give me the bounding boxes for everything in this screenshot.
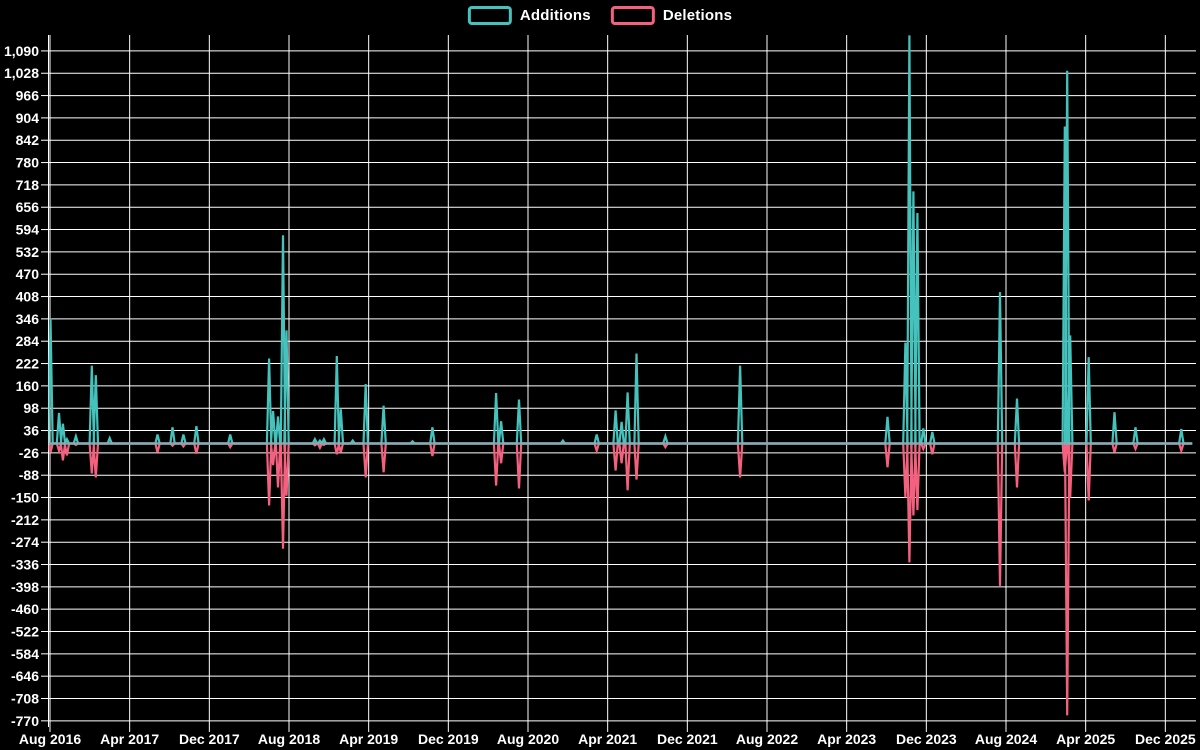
y-tick-label: 222 <box>16 356 40 372</box>
deletions-swatch-icon <box>610 6 655 25</box>
x-tick-label: Dec 2021 <box>657 731 718 747</box>
y-tick-label: 594 <box>16 222 40 238</box>
x-tick-label: Aug 2018 <box>258 731 320 747</box>
additions-line <box>48 35 1193 445</box>
y-tick-label: 718 <box>16 177 40 193</box>
x-tick-label: Apr 2017 <box>100 731 159 747</box>
y-tick-label: -584 <box>11 646 39 662</box>
y-tick-label: 656 <box>16 199 40 215</box>
y-tick-label: 160 <box>16 378 40 394</box>
y-tick-label: -336 <box>11 557 39 573</box>
y-tick-label: 904 <box>16 110 40 126</box>
y-tick-label: 780 <box>16 155 40 171</box>
y-tick-label: -26 <box>19 445 39 461</box>
y-tick-label: 284 <box>16 333 40 349</box>
legend-label-deletions: Deletions <box>662 7 733 24</box>
x-tick-label: Apr 2025 <box>1056 731 1115 747</box>
y-tick-labels: 1,090 1,028 966 904 842 780 718 656 594 532 470 408… <box>4 43 39 729</box>
gridlines <box>48 35 1196 727</box>
y-tick-label: 842 <box>16 132 40 148</box>
chart-legend: Additions Deletions <box>467 6 733 25</box>
y-tick-label: -398 <box>11 579 39 595</box>
x-tick-label: Aug 2020 <box>497 731 559 747</box>
series <box>48 35 1193 716</box>
x-tick-label: Aug 2016 <box>19 731 81 747</box>
x-tick-label: Aug 2024 <box>975 731 1037 747</box>
y-tick-label: 1,090 <box>4 43 39 59</box>
y-tick-label: -708 <box>11 691 39 707</box>
y-tick-label: -88 <box>19 467 39 483</box>
y-tick-label: -770 <box>11 713 39 729</box>
y-tick-label: 36 <box>23 423 39 439</box>
additions-swatch-icon <box>467 6 512 25</box>
x-tick-labels: Aug 2016 Apr 2017 Dec 2017 Aug 2018 Apr 2019… <box>19 731 1196 747</box>
legend-item-deletions[interactable]: Deletions <box>610 6 733 25</box>
x-tick-label: Apr 2023 <box>817 731 876 747</box>
x-tick-label: Apr 2021 <box>578 731 637 747</box>
legend-label-additions: Additions <box>519 7 591 24</box>
x-tick-label: Aug 2022 <box>736 731 798 747</box>
x-tick-label: Dec 2017 <box>179 731 240 747</box>
y-tick-label: 98 <box>23 400 39 416</box>
y-tick-label: 966 <box>16 88 40 104</box>
y-tick-label: 532 <box>16 244 40 260</box>
x-tick-label: Dec 2023 <box>896 731 957 747</box>
y-tick-label: -460 <box>11 601 39 617</box>
x-tick-label: Dec 2019 <box>418 731 479 747</box>
y-tick-label: -212 <box>11 512 39 528</box>
y-tick-label: -274 <box>11 534 39 550</box>
y-tick-label: 346 <box>16 311 40 327</box>
y-tick-label: 408 <box>16 289 40 305</box>
y-tick-label: -150 <box>11 490 39 506</box>
y-tick-label: -646 <box>11 668 39 684</box>
y-tick-label: 470 <box>16 266 40 282</box>
y-tick-label: -522 <box>11 624 39 640</box>
x-tick-label: Apr 2019 <box>339 731 398 747</box>
legend-item-additions[interactable]: Additions <box>467 6 591 25</box>
y-tick-label: 1,028 <box>4 65 39 81</box>
deletions-line <box>48 442 1193 716</box>
x-tick-label: Dec 2025 <box>1135 731 1196 747</box>
